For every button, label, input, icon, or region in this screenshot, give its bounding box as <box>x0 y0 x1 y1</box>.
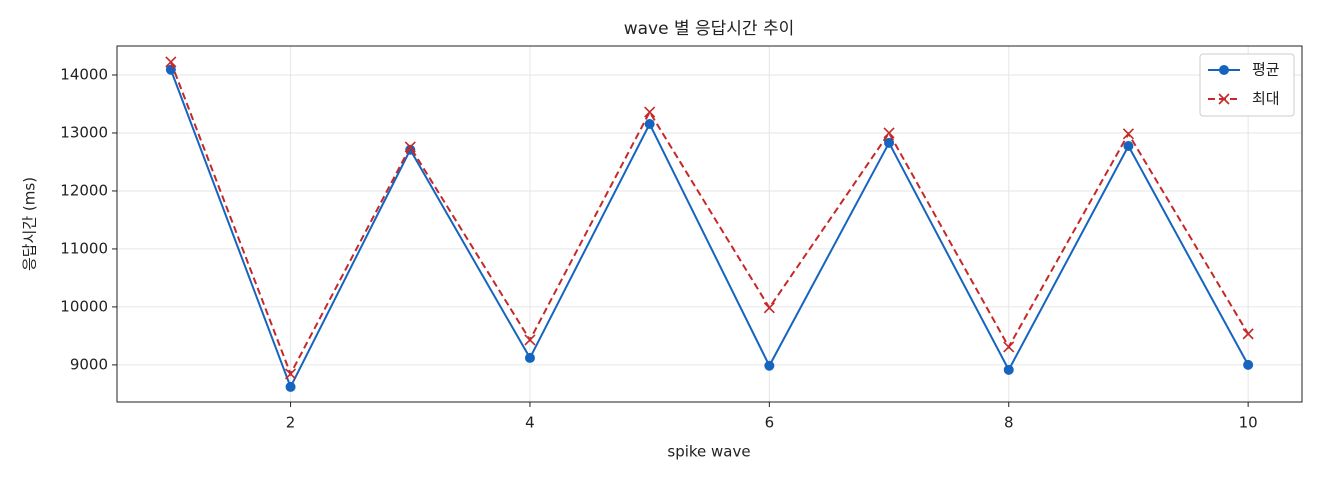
y-tick-label: 14000 <box>60 65 108 83</box>
marker <box>285 381 296 392</box>
marker <box>764 360 775 371</box>
legend-box <box>1199 53 1295 117</box>
y-axis-label: 응답시간 (ms) <box>21 177 39 271</box>
x-tick-label: 4 <box>525 414 535 432</box>
marker <box>1243 359 1254 370</box>
x-tick-label: 6 <box>765 414 775 432</box>
marker <box>883 127 895 139</box>
chart-title: wave 별 응답시간 추이 <box>624 19 795 39</box>
grid <box>117 46 1302 402</box>
marker <box>1122 128 1135 140</box>
x-tick-label: 2 <box>286 414 296 432</box>
marker <box>404 141 416 153</box>
marker <box>884 137 895 148</box>
plot <box>165 56 1254 392</box>
legend-label: 평균 <box>1252 61 1280 79</box>
marker <box>524 352 535 363</box>
series-line <box>169 61 1249 377</box>
marker <box>284 368 297 380</box>
marker <box>1219 65 1229 75</box>
x-tick-label: 10 <box>1239 414 1258 432</box>
marker <box>644 118 655 129</box>
plot-frame <box>116 45 1303 403</box>
marker <box>1003 341 1015 353</box>
marker <box>524 334 536 346</box>
y-tick-label: 10000 <box>60 297 108 315</box>
y-tick-label: 12000 <box>60 181 108 199</box>
x-tick-label: 8 <box>1004 414 1014 432</box>
y-tick-label: 9000 <box>70 355 108 373</box>
marker <box>1218 93 1230 105</box>
x-axis-label: spike wave <box>667 443 750 461</box>
y-tick-label: 13000 <box>60 123 108 141</box>
legend-label: 최대 <box>1252 90 1280 108</box>
marker <box>763 302 775 314</box>
marker <box>644 106 656 118</box>
marker <box>1242 328 1254 340</box>
marker <box>1123 141 1134 152</box>
marker <box>1003 364 1014 375</box>
series-line <box>169 69 1250 390</box>
y-tick-label: 11000 <box>60 239 108 257</box>
marker <box>165 56 177 68</box>
